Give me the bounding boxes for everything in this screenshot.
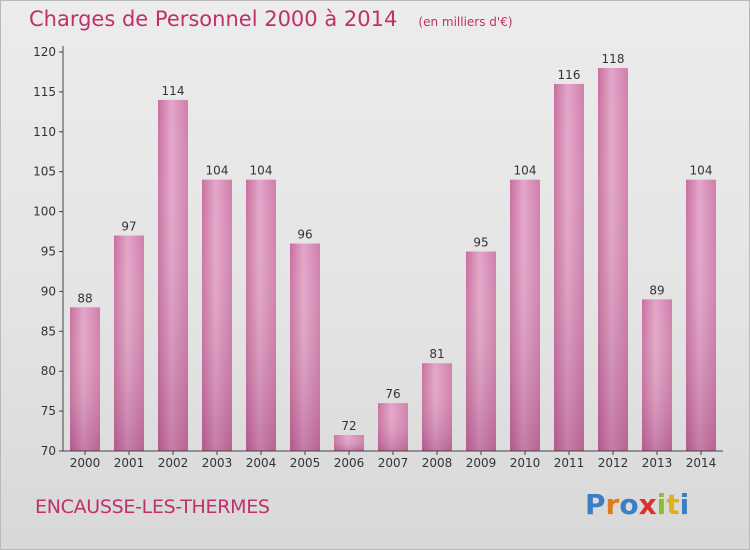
value-label: 104 xyxy=(206,164,229,178)
x-tick-label: 2005 xyxy=(290,456,321,470)
bar-2014 xyxy=(686,179,716,451)
value-label: 96 xyxy=(297,228,312,242)
value-label: 104 xyxy=(690,164,713,178)
y-tick-label: 105 xyxy=(33,165,56,179)
value-label: 81 xyxy=(429,347,444,361)
bar-shade xyxy=(466,251,496,451)
value-label: 118 xyxy=(602,52,625,66)
y-tick-label: 120 xyxy=(33,45,56,59)
commune-name: ENCAUSSE-LES-THERMES xyxy=(35,496,270,518)
bar-shade xyxy=(642,299,672,451)
x-tick-label: 2014 xyxy=(686,456,717,470)
logo-letter: o xyxy=(619,488,639,521)
y-tick-label: 85 xyxy=(41,324,56,338)
logo-letter: i xyxy=(656,488,667,521)
value-label: 97 xyxy=(121,220,136,234)
bar-2000 xyxy=(70,307,100,451)
x-tick-label: 2000 xyxy=(70,456,101,470)
bar-shade xyxy=(202,179,232,451)
logo-letter: P xyxy=(585,488,606,521)
x-tick-label: 2002 xyxy=(158,456,189,470)
bar-2002 xyxy=(158,99,188,451)
x-tick-label: 2012 xyxy=(598,456,629,470)
y-tick-label: 100 xyxy=(33,205,56,219)
bar-shade xyxy=(554,83,584,452)
x-tick-label: 2010 xyxy=(510,456,541,470)
bar-shade xyxy=(510,179,540,451)
y-tick-label: 95 xyxy=(41,245,56,259)
y-tick-label: 80 xyxy=(41,364,56,378)
value-label: 104 xyxy=(514,164,537,178)
bar-2006 xyxy=(334,435,364,451)
bar-2004 xyxy=(246,179,276,451)
value-label: 72 xyxy=(341,419,356,433)
bar-shade xyxy=(246,179,276,451)
bar-shade xyxy=(598,67,628,452)
value-label: 104 xyxy=(250,164,273,178)
bar-2012 xyxy=(598,67,628,452)
x-tick-label: 2007 xyxy=(378,456,409,470)
title-line: Charges de Personnel 2000 à 2014 (en mil… xyxy=(29,7,513,31)
value-label: 76 xyxy=(385,387,400,401)
bars-layer xyxy=(70,67,716,452)
chart-subtitle: (en milliers d'€) xyxy=(418,15,513,29)
y-tick-label: 110 xyxy=(33,125,56,139)
bar-shade xyxy=(290,243,320,451)
value-label: 116 xyxy=(558,68,581,82)
chart-title: Charges de Personnel 2000 à 2014 xyxy=(29,7,398,31)
bar-2008 xyxy=(422,363,452,451)
x-tick-label: 2003 xyxy=(202,456,233,470)
y-tick-label: 70 xyxy=(41,444,56,458)
bar-shade xyxy=(114,235,144,451)
bar-shade xyxy=(422,363,452,451)
x-tick-label: 2008 xyxy=(422,456,453,470)
logo-letter: t xyxy=(666,488,680,521)
bar-2005 xyxy=(290,243,320,451)
y-tick-label: 75 xyxy=(41,404,56,418)
x-tick-label: 2004 xyxy=(246,456,277,470)
y-tick-label: 90 xyxy=(41,284,56,298)
logo-letter: r xyxy=(605,488,620,521)
bar-2003 xyxy=(202,179,232,451)
bar-shade xyxy=(158,99,188,451)
x-tick-label: 2006 xyxy=(334,456,365,470)
value-label: 89 xyxy=(649,283,664,297)
x-tick-label: 2013 xyxy=(642,456,673,470)
proxiti-logo[interactable]: Proxiti xyxy=(585,488,689,521)
bar-2001 xyxy=(114,235,144,451)
logo-letter: x xyxy=(638,488,657,521)
x-tick-label: 2009 xyxy=(466,456,497,470)
bar-2011 xyxy=(554,83,584,452)
y-tick-label: 115 xyxy=(33,85,56,99)
logo-letter: i xyxy=(679,488,690,521)
value-label: 88 xyxy=(77,291,92,305)
x-tick-label: 2011 xyxy=(554,456,585,470)
bar-shade xyxy=(686,179,716,451)
bar-2007 xyxy=(378,403,408,451)
bar-2013 xyxy=(642,299,672,451)
x-tick-label: 2001 xyxy=(114,456,145,470)
bar-shade xyxy=(70,307,100,451)
bar-shade xyxy=(378,403,408,451)
value-label: 114 xyxy=(162,84,185,98)
bar-2009 xyxy=(466,251,496,451)
bar-2010 xyxy=(510,179,540,451)
axes-layer xyxy=(59,46,723,455)
value-label: 95 xyxy=(473,236,488,250)
labels-layer: 88 2000 97 2001 114 2002 104 2003 104 2004 96 2005 7… xyxy=(33,45,716,470)
bar-shade xyxy=(334,435,364,451)
